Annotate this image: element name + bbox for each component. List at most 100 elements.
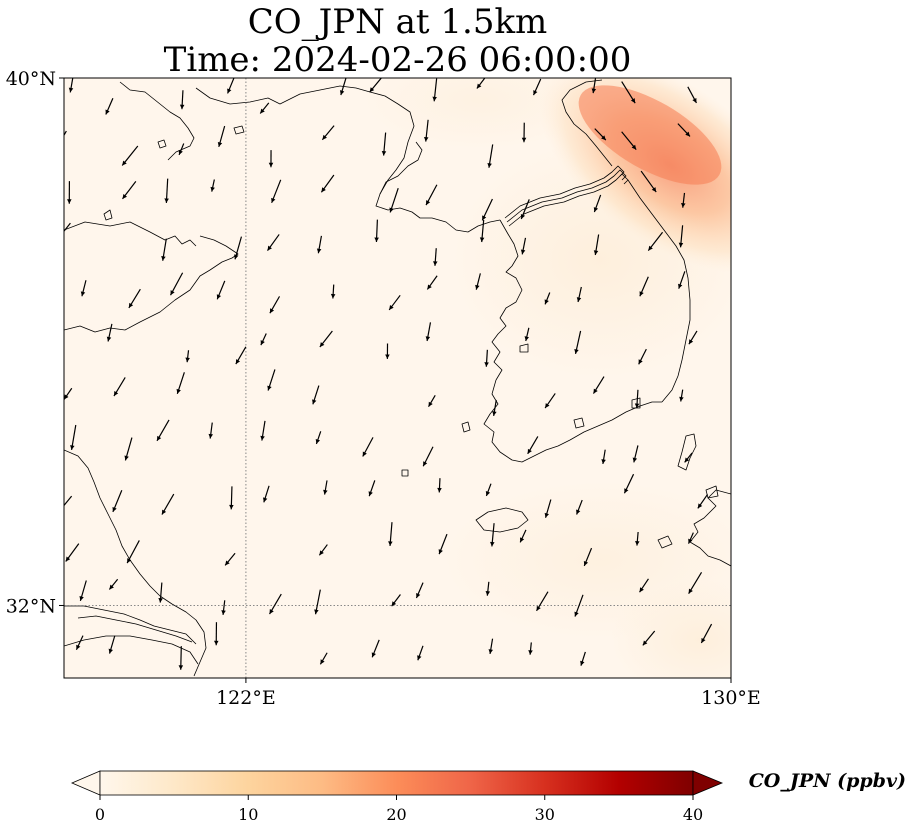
wind-arrow xyxy=(574,594,584,617)
wind-arrow xyxy=(217,125,226,148)
wind-arrow xyxy=(580,651,586,666)
wind-arrow xyxy=(179,90,185,110)
colorbar-tick-label: 40 xyxy=(683,805,703,824)
wind-arrow xyxy=(216,280,226,300)
wind-arrow xyxy=(368,480,376,497)
wind-arrow xyxy=(484,349,489,367)
wind-arrow xyxy=(113,377,126,397)
wind-arrow xyxy=(621,81,636,104)
wind-arrow xyxy=(592,376,605,394)
wind-arrow xyxy=(227,78,235,94)
wind-arrow xyxy=(433,248,438,266)
wind-arrow xyxy=(426,275,438,290)
wind-arrow xyxy=(321,125,335,141)
wind-arrow xyxy=(319,330,333,348)
wind-arrow xyxy=(427,395,436,407)
wind-arrow xyxy=(229,486,234,510)
wind-arrow xyxy=(425,322,432,342)
lon-tick-label: 122°E xyxy=(216,687,276,709)
wind-arrow xyxy=(415,582,424,599)
wind-arrow xyxy=(374,219,379,243)
wind-arrow xyxy=(121,145,139,166)
concentration-field xyxy=(64,78,731,678)
wind-arrow xyxy=(259,102,270,114)
wind-arrow xyxy=(169,272,184,296)
wind-arrow xyxy=(677,123,691,137)
wind-arrow xyxy=(263,485,270,503)
wind-arrow xyxy=(161,238,167,261)
wind-arrow xyxy=(697,494,709,509)
wind-arrow xyxy=(164,178,169,203)
wind-arrow xyxy=(126,540,140,564)
colorbar: 0 10 20 30 40 CO_JPN (ppbv) xyxy=(70,770,906,824)
colorbar-ticks: 0 10 20 30 40 xyxy=(95,795,703,824)
wind-arrow xyxy=(330,284,336,299)
wind-arrow xyxy=(425,184,438,206)
wind-arrow xyxy=(67,181,72,204)
wind-arrow xyxy=(388,294,401,311)
wind-arrow xyxy=(594,128,607,141)
wind-arrow xyxy=(210,179,215,192)
coastlines xyxy=(64,79,731,677)
wind-arrow xyxy=(527,436,539,455)
wind-arrow xyxy=(639,276,649,297)
wind-arrow xyxy=(544,499,552,518)
wind-arrow xyxy=(492,399,497,417)
wind-arrow xyxy=(271,179,282,204)
wind-arrow xyxy=(536,591,549,612)
wind-arrow xyxy=(64,387,73,400)
axis-ticks: 40°N 32°N 122°E 130°E xyxy=(6,68,761,709)
wind-arrow xyxy=(423,119,429,142)
wind-arrow xyxy=(112,490,123,513)
wind-arrow xyxy=(437,478,442,493)
wind-arrow xyxy=(269,593,282,615)
wind-arrow xyxy=(520,199,530,220)
wind-arrow xyxy=(224,552,236,566)
wind-arrow xyxy=(574,330,582,354)
wind-arrow xyxy=(593,234,600,256)
wind-arrow xyxy=(106,323,113,342)
gridlines xyxy=(64,78,731,678)
wind-arrow xyxy=(108,578,119,590)
wind-arrow xyxy=(532,78,542,96)
wind-arrow xyxy=(75,635,84,650)
wind-arrow xyxy=(185,350,190,363)
map-frame xyxy=(63,77,732,679)
wind-arrow xyxy=(339,78,347,96)
wind-arrow xyxy=(583,547,593,567)
wind-arrow xyxy=(156,419,170,442)
wind-arrow xyxy=(642,630,656,646)
wind-arrow xyxy=(488,638,494,655)
wind-arrow xyxy=(158,582,163,603)
wind-arrow xyxy=(528,642,533,655)
wind-arrow xyxy=(260,420,266,441)
wind-arrow xyxy=(312,385,320,405)
map-title-line-2: Time: 2024-02-26 06:00:00 xyxy=(163,40,632,80)
colorbar-extend-high xyxy=(692,770,724,796)
wind-arrow xyxy=(678,271,686,289)
wind-arrow xyxy=(432,78,438,102)
lat-tick-label: 40°N xyxy=(6,68,56,90)
wind-arrow xyxy=(640,170,657,193)
wind-arrow xyxy=(388,522,393,546)
wind-arrow xyxy=(319,652,328,665)
wind-arrow xyxy=(601,449,606,465)
colorbar-title: CO_JPN (ppbv) xyxy=(749,770,906,792)
wind-arrow xyxy=(688,571,703,594)
colorbar-tick-label: 0 xyxy=(95,805,105,824)
wind-arrow xyxy=(521,122,527,143)
wind-arrow xyxy=(490,523,495,547)
wind-arrow xyxy=(315,431,322,445)
colorbar-tick-label: 20 xyxy=(386,805,406,824)
wind-arrow xyxy=(235,346,247,365)
wind-arrow xyxy=(108,635,116,654)
wind-arrow xyxy=(65,543,80,562)
wind-arrow xyxy=(316,235,323,254)
wind-arrow xyxy=(267,369,276,391)
wind-arrow xyxy=(700,623,713,644)
wind-arrow xyxy=(687,86,698,104)
wind-arrow xyxy=(647,231,664,252)
wind-arrow xyxy=(638,348,647,365)
wind-arrow xyxy=(520,237,527,255)
wind-arrow xyxy=(234,236,243,260)
